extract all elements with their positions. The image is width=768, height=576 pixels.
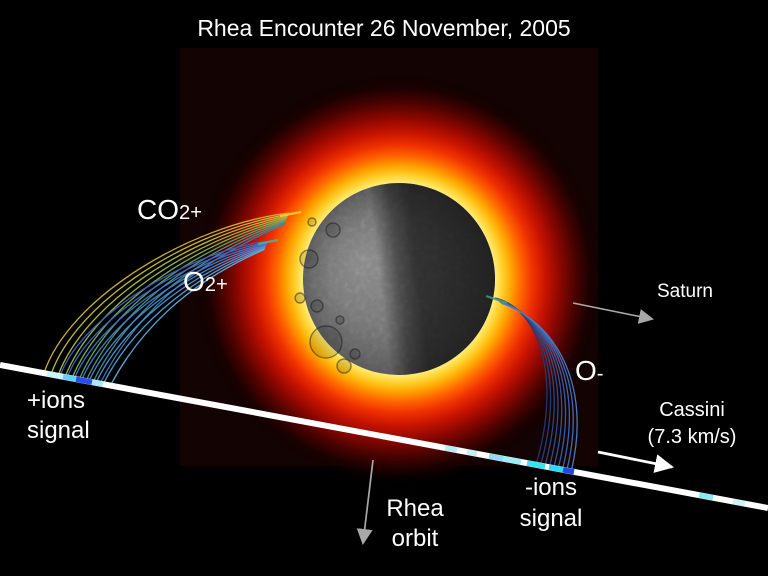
moon-crater	[294, 292, 306, 304]
o2-charge: +	[216, 274, 228, 296]
cassini-trajectory-line	[0, 362, 768, 511]
o2-ion-label: O2+	[183, 265, 228, 299]
co2-ions-streamline	[57, 215, 288, 377]
o2-ions-streamline	[88, 245, 267, 382]
ion-signal-highlight	[46, 371, 64, 380]
rhea-orbit-arrow	[356, 459, 374, 545]
co2-ions-streamline	[71, 217, 287, 379]
ion-signal-highlight	[62, 374, 77, 382]
ion-signal-highlight	[466, 449, 478, 457]
ion-signal-highlight	[502, 455, 522, 465]
cassini-label: Cassini (7.3 km/s)	[627, 397, 757, 451]
saturn-direction-arrow	[572, 302, 654, 324]
moon-crater	[307, 217, 317, 227]
o2-ions-streamline	[81, 243, 267, 381]
moon-crater	[336, 358, 352, 374]
co2-base: CO	[137, 194, 179, 225]
o-minus-ions-stream-bundle	[485, 294, 578, 472]
ion-signal-highlight	[444, 445, 458, 453]
co2-ions-streamline	[50, 213, 289, 375]
rhea-orbit-line2: orbit	[391, 525, 439, 552]
o-minus-charge: -	[596, 363, 604, 385]
cassini-velocity-arrow	[597, 450, 674, 473]
co2-charge: +	[190, 202, 202, 224]
co2-ion-label: CO2+	[137, 193, 202, 227]
o2-ions-streamline	[73, 242, 268, 380]
cassini-line1: Cassini	[659, 399, 725, 421]
o2-ions-streamline	[109, 248, 265, 386]
o2-ions-streamline	[59, 240, 269, 377]
co2-ions-streamline	[99, 223, 285, 384]
ion-signal-highlight	[548, 464, 564, 473]
co2-ions-streamline	[92, 222, 286, 383]
co2-ions-streamline	[43, 212, 290, 374]
co2-ions-streamline	[64, 216, 288, 378]
rhea-orbit-line1: Rhea	[386, 495, 444, 522]
o-minus-ion-label: O-	[575, 354, 604, 388]
minus-ions-signal-label: -ions signal	[491, 472, 611, 534]
o-minus-ions-convergence-tip	[485, 294, 508, 305]
o2-ions-streamline	[102, 247, 266, 385]
figure-title: Rhea Encounter 26 November, 2005	[197, 15, 571, 41]
cassini-speed: (7.3 km/s)	[647, 426, 737, 448]
o2-base: O	[183, 266, 205, 297]
co2-ions-stream-bundle	[43, 210, 302, 384]
minus-ions-line2: signal	[519, 505, 583, 532]
plus-ions-signal-label: +ions signal	[27, 386, 90, 446]
saturn-label: Saturn	[657, 281, 713, 302]
minus-ions-line1: -ions	[524, 474, 578, 501]
co2-subscript: 2	[179, 202, 191, 224]
o2-ions-convergence-tip	[257, 238, 279, 246]
o-minus-ions-streamline	[501, 302, 578, 472]
rhea-orbit-label: Rhea orbit	[355, 494, 475, 554]
o2-ions-streamline	[66, 241, 268, 378]
ion-signal-highlight	[562, 467, 575, 475]
ion-signal-highlight	[526, 460, 546, 470]
ion-signal-highlight	[698, 492, 714, 501]
o2-ions-streamline	[95, 246, 266, 384]
o2-ions-stream-bundle	[59, 238, 279, 386]
plus-ions-line1: +ions	[27, 387, 86, 414]
ion-signal-highlight	[75, 376, 93, 385]
moon-terminator-shadow	[303, 183, 495, 375]
ion-signal-highlight	[91, 379, 104, 387]
ion-signal-highlight	[732, 498, 746, 507]
ion-signal-highlight	[488, 453, 504, 462]
o2-subscript: 2	[204, 274, 216, 296]
o-minus-base: O	[575, 355, 597, 386]
plus-ions-line2: signal	[27, 417, 90, 444]
co2-ions-convergence-tip	[279, 210, 302, 218]
